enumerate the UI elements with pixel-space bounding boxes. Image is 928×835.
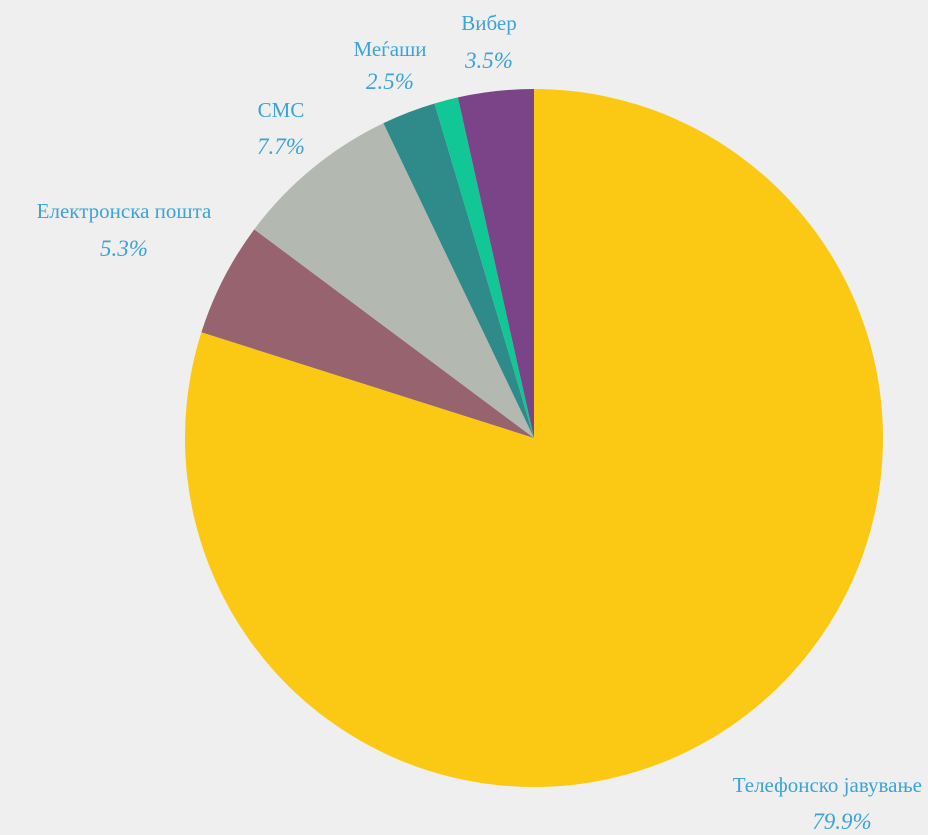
- slice-label-1: Телефонско јавување: [733, 773, 922, 797]
- pie-slice-4: [383, 103, 534, 438]
- pie-labels: Телефонско јавување 79.9% Електронска пошт…: [37, 11, 922, 834]
- slice-label-4: Меѓаши: [353, 37, 426, 61]
- slice-value-label-4: 2.5%: [366, 69, 414, 94]
- slice-label-6: Вибер: [461, 11, 516, 35]
- pie-slice-5: [434, 97, 534, 438]
- pie-slice-3: [254, 123, 534, 438]
- pie-slice-6: [457, 89, 534, 438]
- slice-value-label-2: 5.3%: [100, 236, 148, 261]
- slice-value-label-3: 7.7%: [257, 134, 305, 159]
- slice-value-label-1: 79.9%: [812, 809, 871, 834]
- pie-slices: [184, 89, 883, 788]
- pie-slice-1: [184, 89, 883, 788]
- slice-value-label-6: 3.5%: [464, 48, 513, 73]
- slice-label-2: Електронска пошта: [37, 199, 212, 223]
- pie-slice-2: [201, 229, 534, 438]
- slice-label-3: СМС: [258, 98, 305, 122]
